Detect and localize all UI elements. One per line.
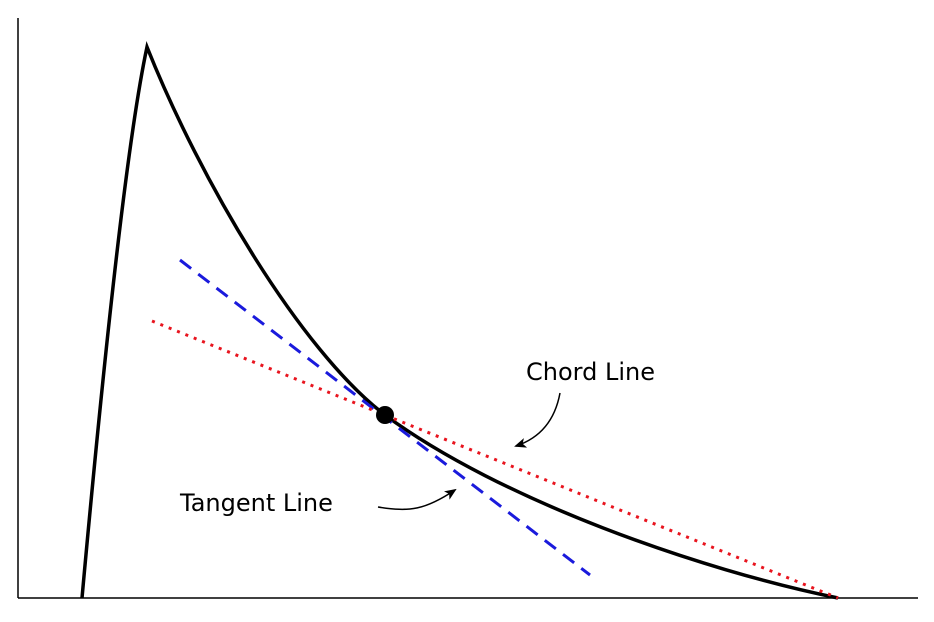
curve	[80, 40, 839, 600]
point	[376, 406, 394, 424]
tangent-arrow	[377, 488, 457, 511]
chord-arrow	[514, 392, 561, 448]
chord-label: Chord Line	[526, 358, 655, 386]
tangent-label: Tangent Line	[179, 489, 333, 517]
chord-line	[151, 319, 839, 600]
